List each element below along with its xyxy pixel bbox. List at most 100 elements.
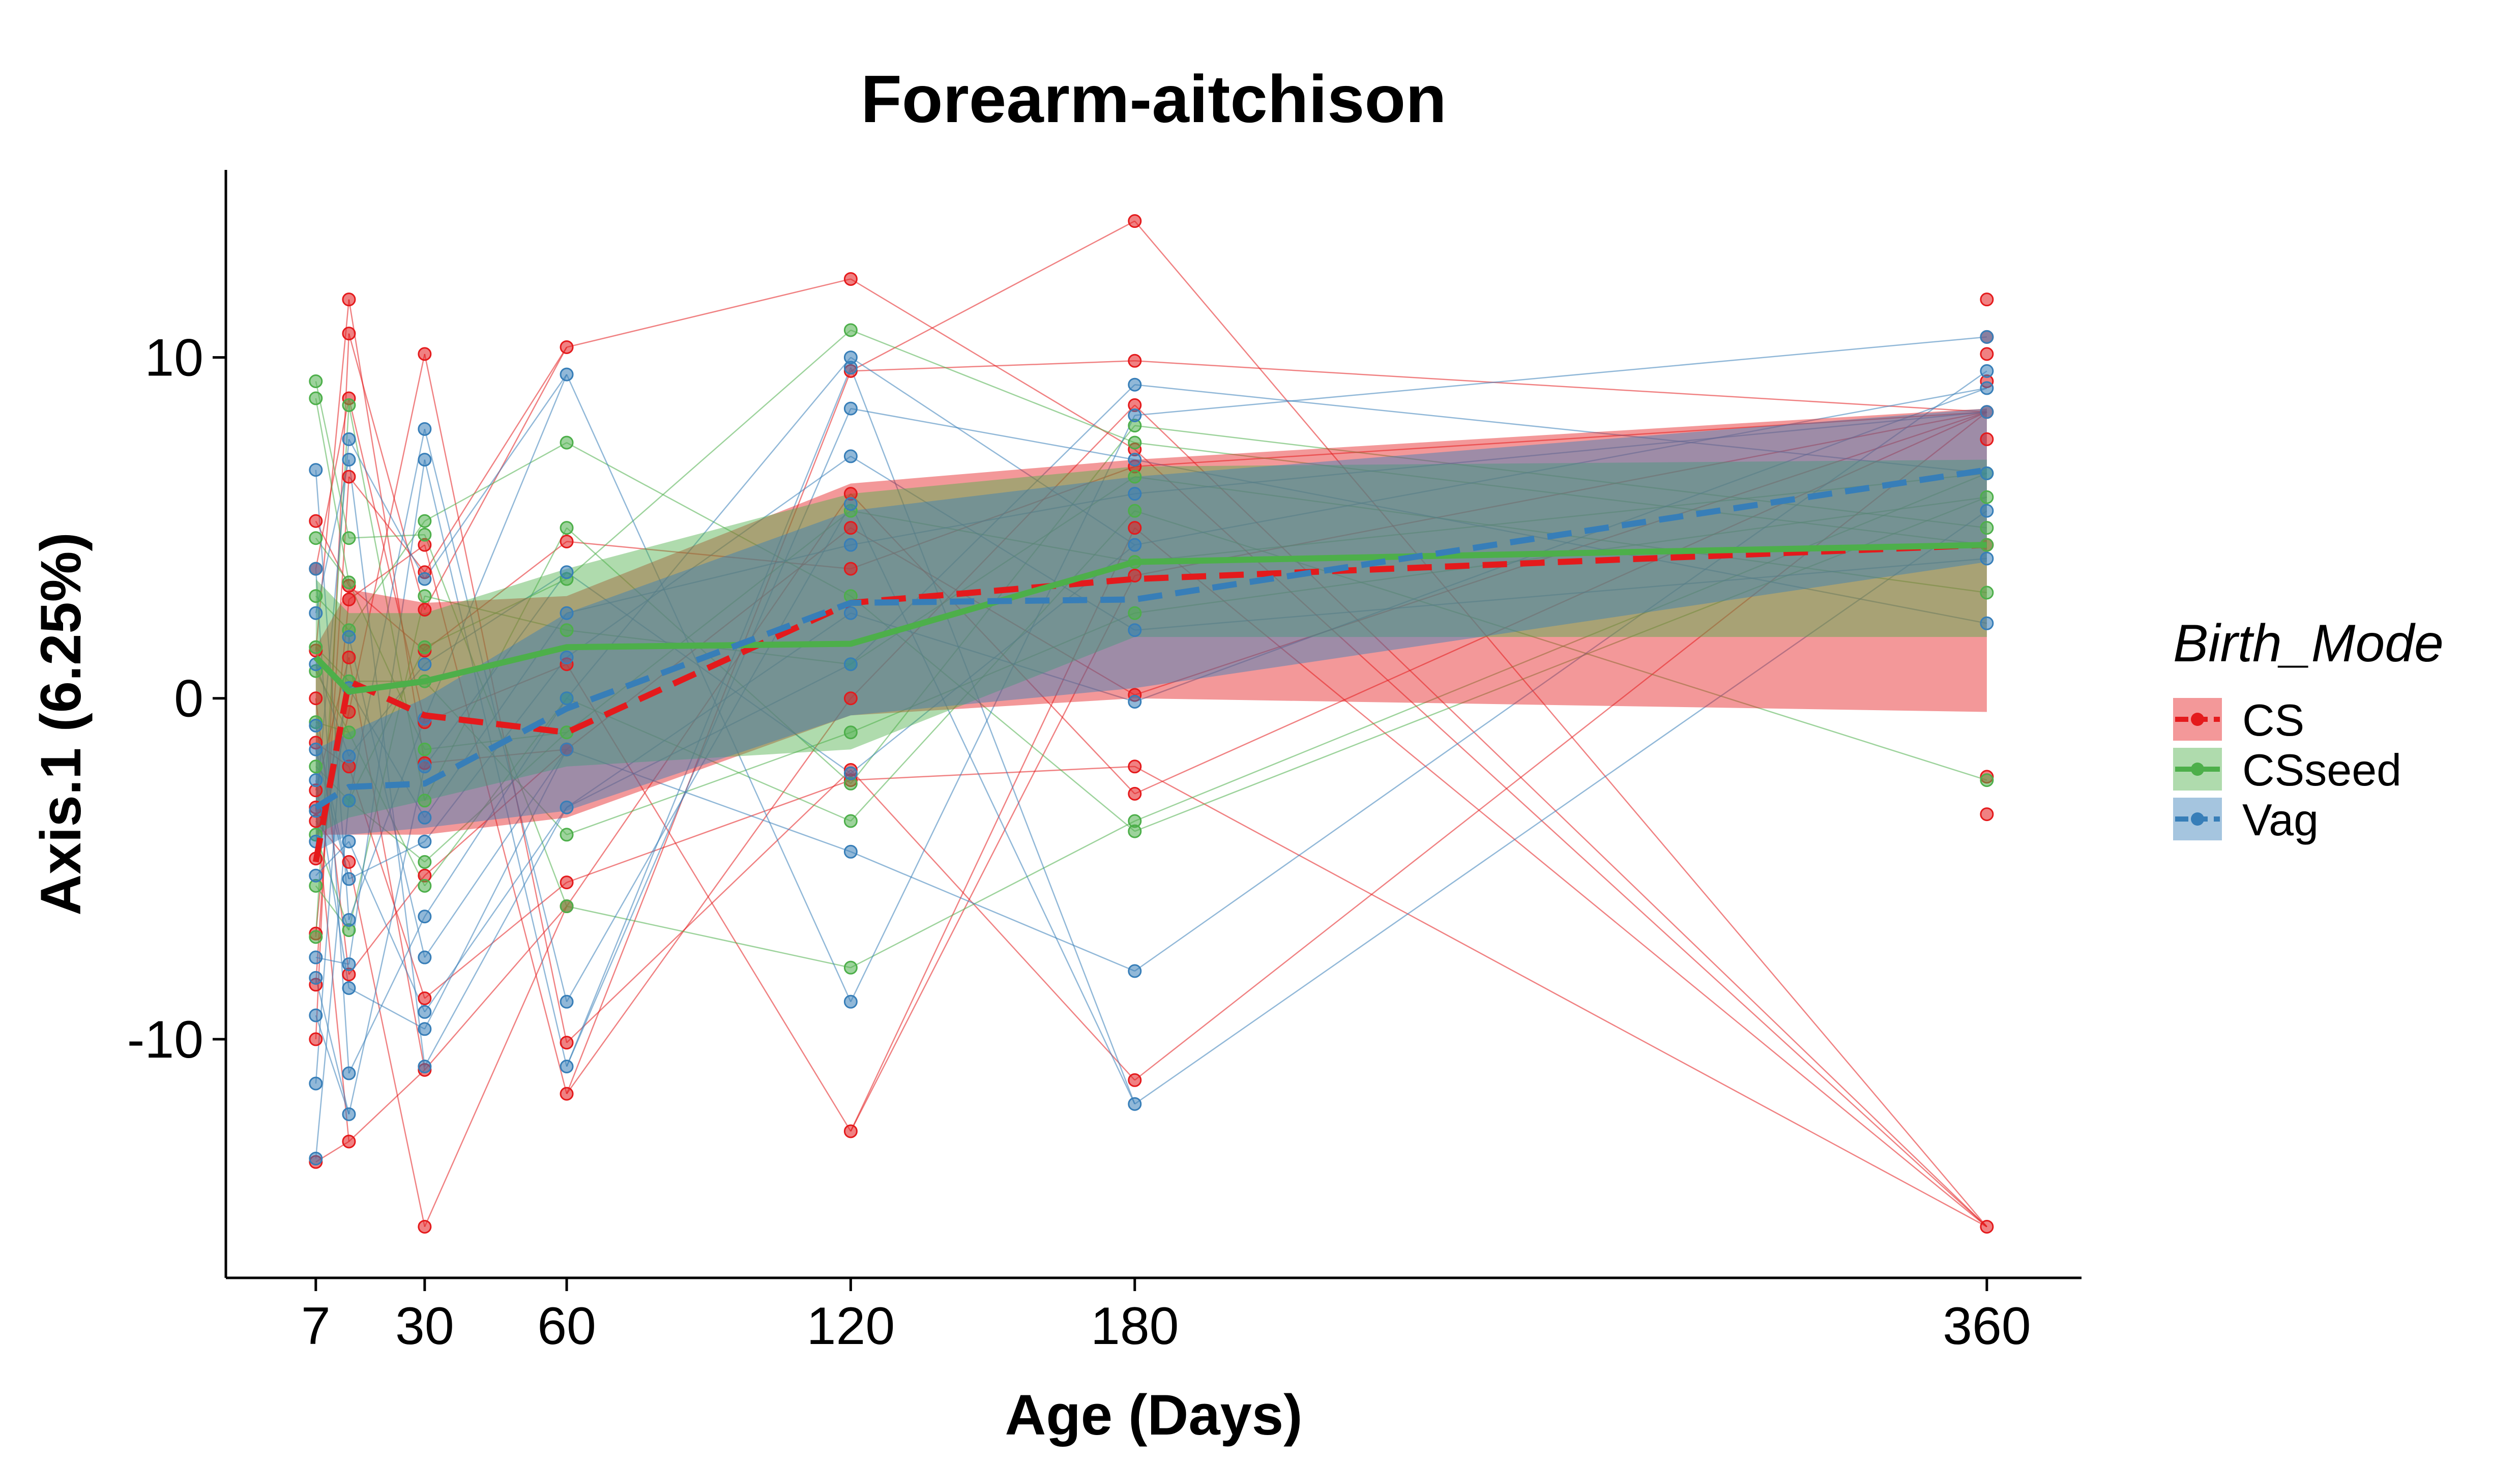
data-point [342,592,356,606]
data-point [418,1219,432,1234]
subject-line [424,906,568,1227]
data-point [309,718,323,733]
subject-line [1134,473,1987,822]
data-point [1128,759,1142,774]
subject-line [1134,510,1987,781]
data-point [309,930,323,944]
x-tick-label: 60 [537,1297,596,1356]
data-point [309,950,323,965]
legend-title: Birth_Mode [2173,614,2444,673]
subject-line [424,346,568,610]
data-point [843,350,858,365]
subject-line [1134,411,1987,1081]
subject-line [1134,425,1987,529]
data-point [560,828,574,842]
subject-line [424,578,567,648]
subject-line [1134,558,1987,631]
subject-line [424,807,568,1067]
data-point [843,521,858,535]
subject-line [315,977,350,1115]
subject-line [424,374,568,579]
subject-line [850,612,1135,733]
subject-line [348,459,426,965]
data-point [1128,504,1142,518]
data-point [309,640,323,654]
subject-line [1134,360,1987,413]
data-point [309,868,323,883]
data-point [309,589,323,603]
data-point [1980,616,1994,630]
data-point [560,875,574,890]
subject-line [348,987,425,1030]
data-point [309,1151,323,1165]
subject-line [851,510,1135,563]
data-point [418,422,432,436]
data-point [843,725,858,740]
data-point [342,725,356,740]
subject-line [424,749,568,958]
ribbon-Vag [315,408,1987,852]
data-point [1128,814,1142,828]
subject-line [1134,336,1987,416]
x-ticks: 7 30 60 120 180 360 [301,1278,2031,1356]
subject-line [566,455,852,658]
data-point [1128,1097,1142,1111]
subject-line [1134,411,1987,795]
data-point [1128,606,1142,620]
subject-line [348,732,425,886]
subject-line [850,595,1135,832]
subject-line [850,329,1135,444]
data-point [418,602,432,617]
legend-item-Vag: Vag [2173,795,2319,845]
data-point [1128,1073,1142,1087]
data-point [560,340,574,354]
subject-line [851,407,1135,460]
data-point [560,1036,574,1050]
data-point [843,960,858,975]
data-point [342,834,356,849]
subject-line [566,278,851,348]
data-point [1980,466,1994,480]
subject-line [424,663,567,723]
subject-line [424,732,567,863]
x-tick-label: 360 [1943,1297,2031,1356]
data-point [560,521,574,535]
data-point [560,623,574,637]
x-axis-title: Age (Days) [1005,1383,1302,1447]
subject-line [850,493,1135,795]
data-point [342,531,356,545]
subject-line [424,749,568,1030]
data-point [342,957,356,971]
subject-line [850,528,1135,1132]
data-point [1128,786,1142,801]
subject-line [566,357,852,699]
data-point [342,794,356,808]
subject-line [1134,510,1987,1105]
subject-line [850,575,1135,1132]
mean-line-Vag [314,466,1987,810]
subject-line [1134,411,1987,494]
data-point [560,565,574,579]
data-point [418,794,432,808]
subject-line [566,571,852,774]
data-point [560,995,574,1009]
subject-line [348,688,425,818]
data-point [418,347,432,361]
subject-line [566,698,852,1094]
subject-line [348,582,425,750]
subject-line [1134,387,1987,703]
subject-line [424,749,567,764]
data-point [418,528,432,542]
subject-line [850,367,1135,1104]
y-tick-label: 10 [144,329,203,388]
subject-line [851,360,1135,372]
data-point [309,391,323,405]
x-tick-label: 120 [807,1297,895,1356]
data-point [1128,435,1142,450]
subject-line [1134,404,1987,1228]
data-point [560,1087,574,1101]
subject-line [850,404,1135,699]
subject-line [424,905,567,1071]
mean-lines [312,466,1987,863]
subject-line [1134,527,1987,1228]
